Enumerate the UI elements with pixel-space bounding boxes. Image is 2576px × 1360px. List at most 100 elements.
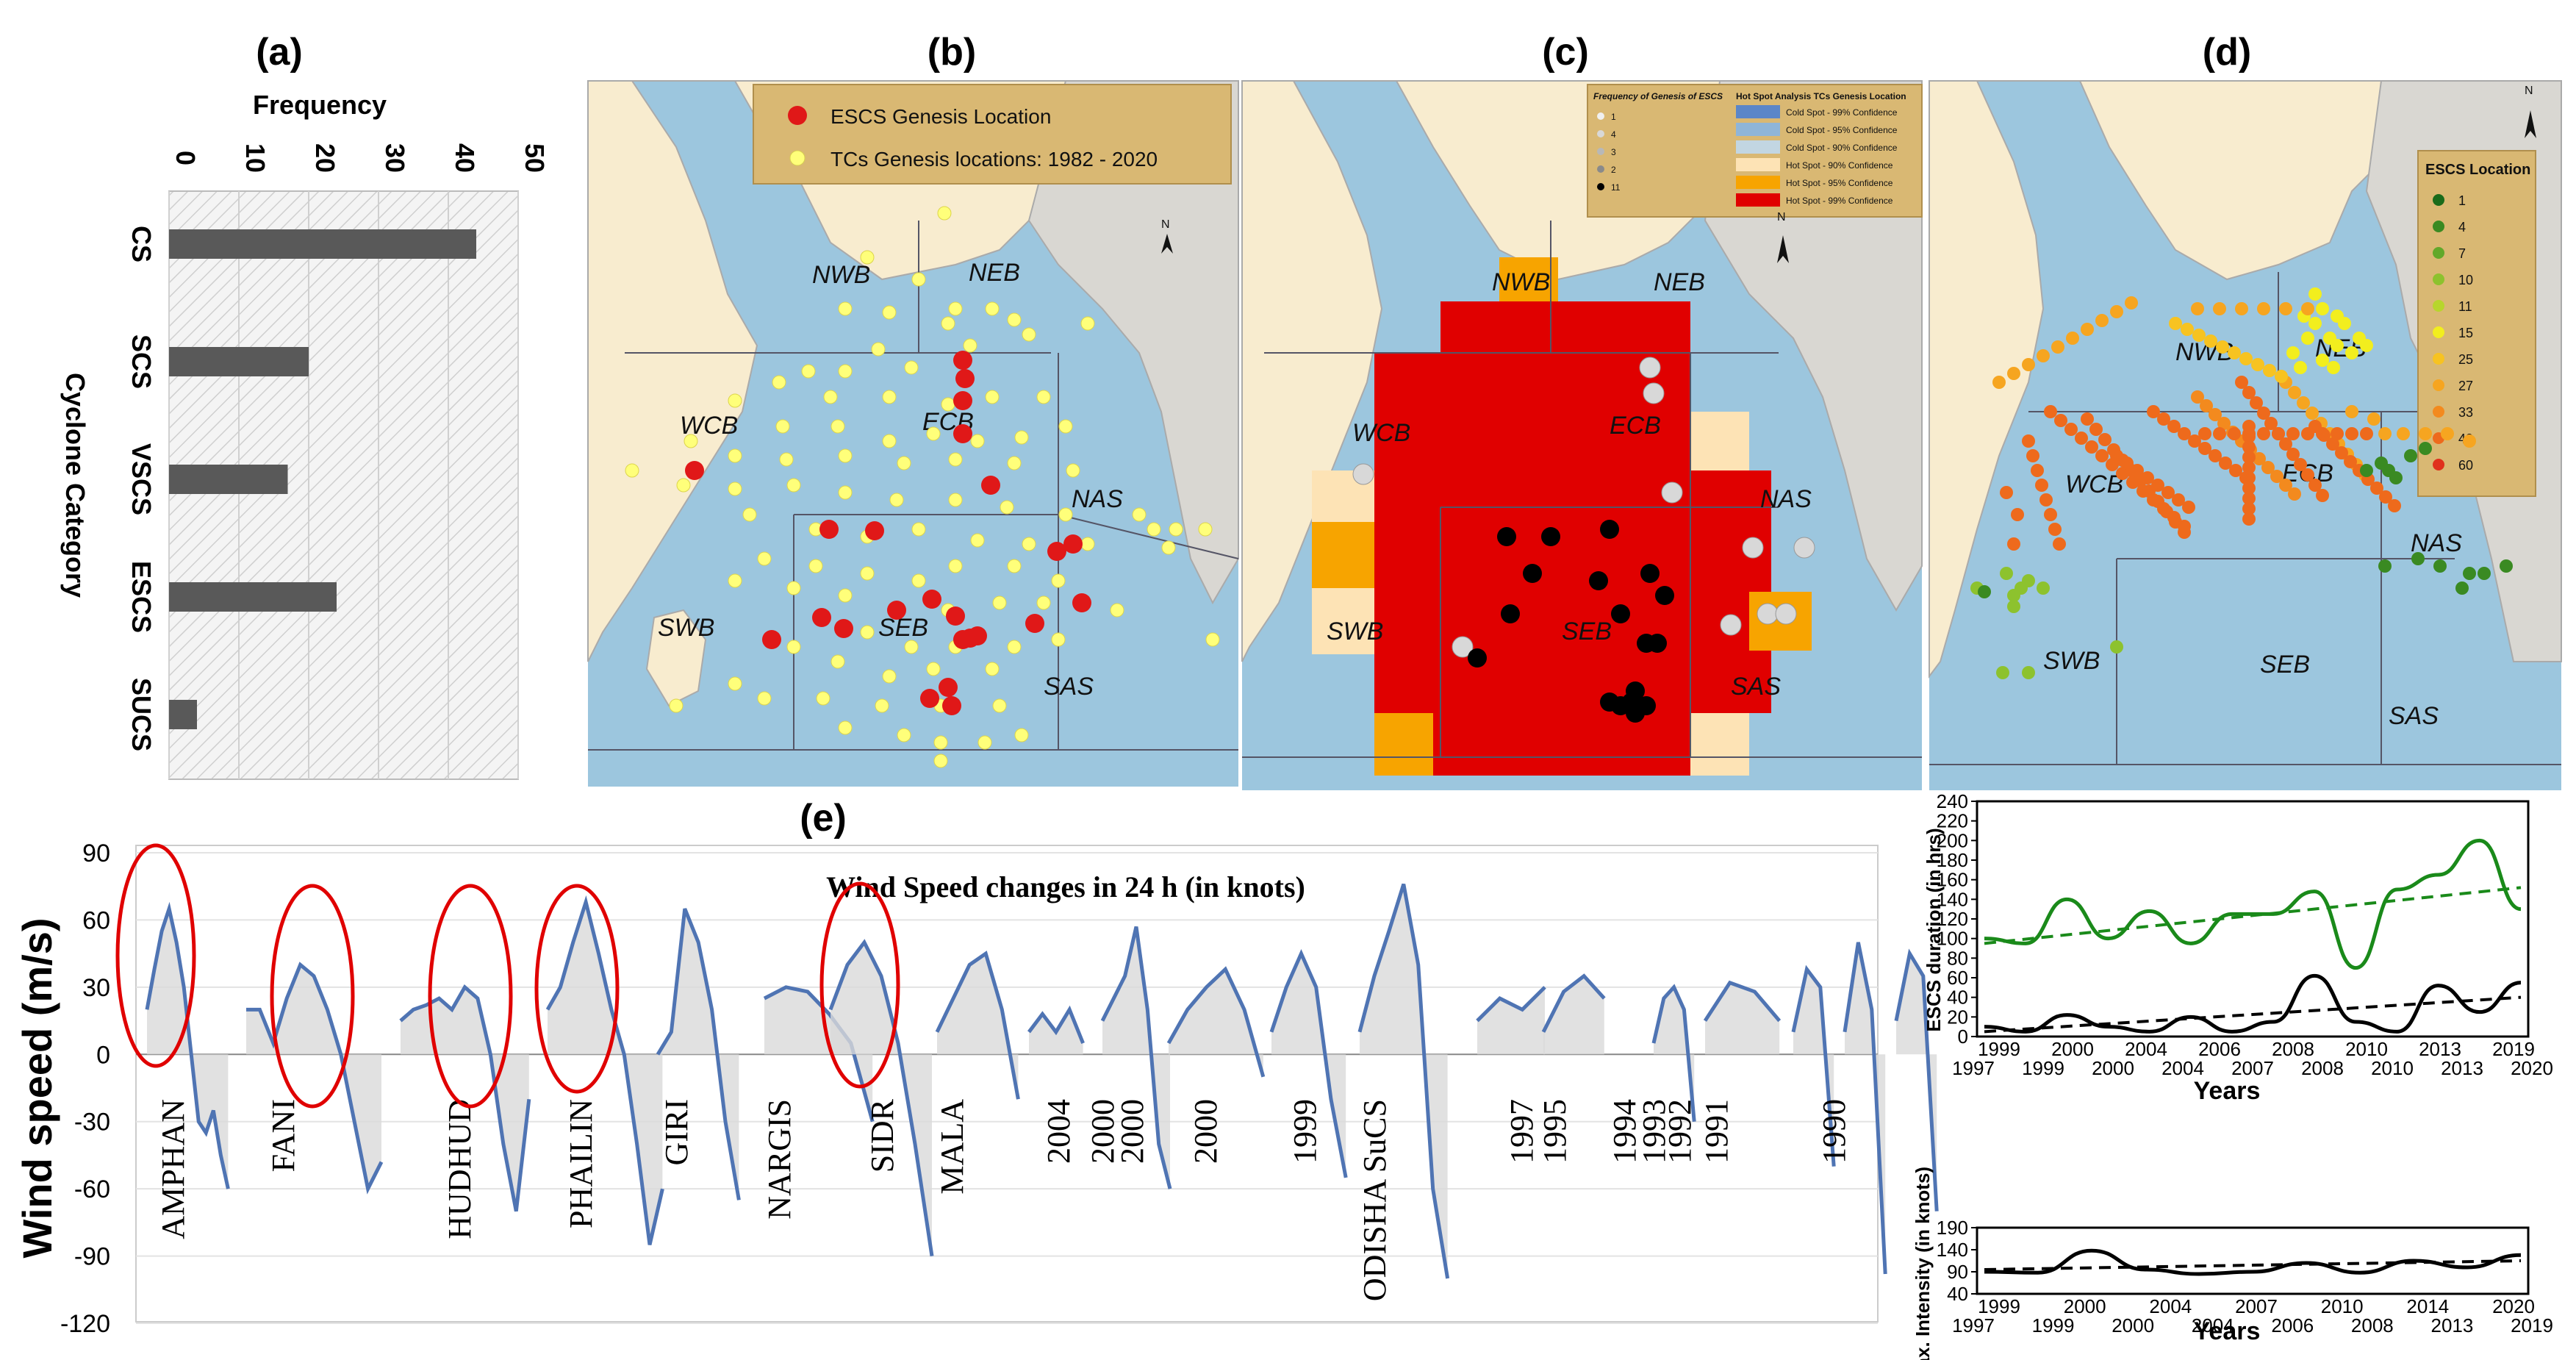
panel-d-escs-point — [2279, 302, 2292, 315]
panel-b-tc-point — [838, 720, 853, 735]
panel-d-escs-point — [2188, 434, 2201, 448]
panel-b-tc-point — [1147, 522, 1161, 537]
panel-f-ytick: 160 — [1937, 869, 1968, 891]
panel-c-freq-point — [1775, 603, 1797, 625]
panel-b-tc-point — [933, 735, 948, 750]
panel-b-tc-point — [904, 640, 919, 654]
panel-f-ytick: 240 — [1937, 790, 1968, 812]
panel-e-cyclone-label: GIRI — [659, 1099, 695, 1165]
panel-d-legend-dot — [2433, 300, 2444, 312]
panel-d-escs-point — [2419, 427, 2432, 440]
panel-b-legend-escs: ESCS Genesis Location — [830, 105, 1051, 128]
panel-d-legend-item: 10 — [2458, 273, 2473, 287]
panel-c-legend-swatch — [1736, 140, 1780, 154]
panel-b-tc-point — [1066, 463, 1080, 478]
panel-e-series-line — [1703, 980, 1782, 1023]
panel-c-legend-swatch — [1736, 176, 1780, 189]
panel-d-escs-point — [2037, 581, 2050, 595]
panel-f-xtick-bottom: 1997 — [1952, 1314, 1995, 1336]
panel-e-ytick: -60 — [74, 1175, 110, 1203]
panel-b-tc-point — [941, 316, 955, 331]
panel-b-tc-point — [985, 662, 1000, 676]
panel-f-a-xlabel: Years — [2194, 1077, 2261, 1105]
panel-d-escs-point — [2411, 552, 2425, 565]
panel-c-legend-right-item: Hot Spot - 95% Confidence — [1786, 178, 1893, 188]
panel-f-ytick: 200 — [1937, 829, 1968, 851]
panel-b-tc-point — [757, 551, 772, 566]
panel-b-tc-point — [1014, 728, 1029, 742]
panel-b-escs-point — [961, 629, 980, 648]
panel-d-label: (d) — [2203, 31, 2251, 74]
panel-d-escs-point — [2219, 457, 2232, 470]
panel-e-cyclone-label: 1995 — [1537, 1099, 1573, 1164]
panel-c-freq-point — [1643, 382, 1665, 404]
panel-b-escs-point — [1063, 534, 1083, 554]
panel-f-ytick: 0 — [1958, 1026, 1968, 1048]
panel-b-tc-point — [889, 493, 904, 507]
panel-f-xtick-top: 2004 — [2149, 1295, 2192, 1317]
panel-c-freq-point — [1661, 482, 1683, 504]
panel-c-escs-point — [1541, 527, 1560, 546]
panel-f-xtick-top: 2019 — [2492, 1038, 2535, 1060]
panel-e-series-line — [1269, 948, 1348, 1178]
panel-e-ytick: -120 — [60, 1310, 110, 1338]
panel-f-xtick-top: 2010 — [2321, 1295, 2364, 1317]
panel-f-xtick-bottom: 2008 — [2351, 1314, 2394, 1336]
panel-d-escs-point — [2161, 486, 2175, 499]
panel-a-bar — [169, 465, 288, 494]
panel-b-tc-point — [1007, 312, 1022, 327]
panel-d-escs-point — [2463, 567, 2476, 580]
panel-d-escs-point — [2191, 390, 2204, 404]
panel-d-escs-point — [2308, 287, 2322, 301]
panel-d-escs-point — [2316, 427, 2329, 440]
panel-d-escs-point — [2272, 427, 2285, 440]
panel-f-xtick-top: 2014 — [2406, 1295, 2449, 1317]
panel-d-legend-item: 1 — [2458, 193, 2466, 208]
region-label: NWB — [812, 261, 870, 289]
panel-d-escs-point — [2131, 464, 2144, 477]
panel-e-highlight-ellipse — [534, 884, 620, 1094]
panel-d-escs-point — [2326, 437, 2339, 451]
panel-d-escs-point — [2192, 329, 2206, 342]
panel-b-tc-point — [786, 581, 801, 595]
panel-d-escs-point — [2242, 471, 2256, 484]
panel-f-xtick-bottom: 2000 — [2112, 1314, 2154, 1336]
panel-d-escs-point — [2345, 427, 2358, 440]
panel-c-escs-point — [1501, 604, 1520, 623]
panel-e-series-line — [656, 908, 741, 1200]
panel-f-plot-area — [1976, 800, 2530, 1038]
panel-d-escs-point — [2264, 417, 2278, 430]
panel-d-escs-point — [2433, 559, 2447, 573]
north-arrow-icon — [2525, 110, 2536, 138]
panel-c-legend-right-item: Cold Spot - 95% Confidence — [1786, 125, 1898, 135]
panel-b-tc-point — [882, 305, 897, 320]
panel-e-area — [1360, 884, 1448, 1279]
panel-b-land-east — [1027, 80, 1239, 605]
panel-d-escs-point — [2022, 358, 2035, 371]
panel-d-escs-point — [2331, 339, 2344, 352]
panel-f-xtick-top: 2000 — [2064, 1295, 2106, 1317]
panel-f-xtick-top: 2008 — [2272, 1038, 2314, 1060]
panel-d-escs-point — [2242, 492, 2256, 505]
panel-d-escs-point — [2182, 501, 2195, 514]
panel-d-escs-point — [2288, 487, 2301, 501]
panel-c-legend-right-item: Hot Spot - 99% Confidence — [1786, 196, 1893, 206]
region-label: NEB — [969, 259, 1020, 287]
panel-d-escs-point — [2085, 440, 2098, 454]
panel-b-tc-point — [779, 452, 794, 467]
panel-f-xtick-bottom: 2004 — [2192, 1314, 2234, 1336]
panel-d-escs-point — [2253, 452, 2266, 465]
panel-b-tc-point — [676, 478, 691, 493]
panel-c-freq-point — [1720, 614, 1742, 636]
panel-d: (d) ESCS Location 1471011152527334960 N … — [1929, 31, 2562, 790]
panel-f-xtick-top: 1999 — [1978, 1038, 2020, 1060]
panel-d-escs-point — [2035, 479, 2048, 492]
panel-c-escs-point — [1626, 704, 1645, 723]
panel-f-ytick: 140 — [1937, 1239, 1968, 1261]
panel-a-category-label: ESCS — [126, 561, 157, 633]
panel-e-highlight-ellipse — [270, 884, 355, 1109]
panel-d-escs-point — [2217, 417, 2231, 430]
panel-f-ytick: 190 — [1937, 1217, 1968, 1239]
panel-d-escs-point — [2216, 340, 2229, 354]
panel-d-escs-point — [2198, 427, 2211, 440]
